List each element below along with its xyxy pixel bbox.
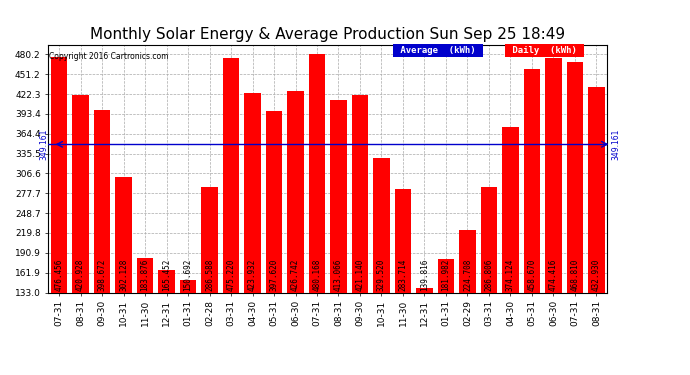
Text: 474.416: 474.416: [549, 259, 558, 291]
Bar: [244, 93, 261, 292]
Bar: [266, 111, 282, 292]
Text: 181.982: 181.982: [442, 259, 451, 291]
Bar: [567, 62, 583, 292]
Bar: [180, 280, 196, 292]
Text: 349.161: 349.161: [611, 129, 620, 160]
Text: 224.708: 224.708: [463, 259, 472, 291]
Text: 475.220: 475.220: [226, 259, 235, 291]
Text: 413.066: 413.066: [334, 259, 343, 291]
Text: Average  (kWh): Average (kWh): [395, 46, 481, 55]
Text: 420.928: 420.928: [76, 259, 85, 291]
Text: 139.816: 139.816: [420, 259, 429, 291]
Text: 329.520: 329.520: [377, 259, 386, 291]
Text: 349.161: 349.161: [39, 129, 48, 160]
Bar: [502, 127, 518, 292]
Bar: [223, 58, 239, 292]
Text: 432.930: 432.930: [592, 259, 601, 291]
Bar: [288, 91, 304, 292]
Bar: [460, 230, 475, 292]
Bar: [417, 288, 433, 292]
Bar: [137, 258, 153, 292]
Bar: [438, 259, 454, 292]
Bar: [524, 69, 540, 292]
Bar: [94, 110, 110, 292]
Text: 283.714: 283.714: [399, 259, 408, 291]
Bar: [159, 270, 175, 292]
Bar: [72, 95, 88, 292]
Bar: [545, 58, 562, 292]
Text: 458.670: 458.670: [527, 259, 536, 291]
Text: 165.452: 165.452: [162, 259, 171, 291]
Bar: [395, 189, 411, 292]
Bar: [352, 95, 368, 292]
Text: 423.932: 423.932: [248, 259, 257, 291]
Bar: [589, 87, 604, 292]
Text: 426.742: 426.742: [291, 259, 300, 291]
Text: 183.876: 183.876: [141, 259, 150, 291]
Text: 468.810: 468.810: [571, 259, 580, 291]
Text: 398.672: 398.672: [97, 259, 106, 291]
Text: 374.124: 374.124: [506, 259, 515, 291]
Bar: [115, 177, 132, 292]
Bar: [481, 187, 497, 292]
Bar: [331, 100, 346, 292]
Bar: [51, 57, 67, 292]
Text: 150.692: 150.692: [184, 259, 193, 291]
Text: 480.168: 480.168: [313, 259, 322, 291]
Text: 286.588: 286.588: [205, 259, 214, 291]
Text: 286.806: 286.806: [484, 259, 493, 291]
Bar: [309, 54, 325, 292]
Text: 302.128: 302.128: [119, 259, 128, 291]
Title: Monthly Solar Energy & Average Production Sun Sep 25 18:49: Monthly Solar Energy & Average Productio…: [90, 27, 565, 42]
Text: Daily  (kWh): Daily (kWh): [506, 46, 582, 55]
Bar: [201, 187, 217, 292]
Text: Copyright 2016 Cartronics.com: Copyright 2016 Cartronics.com: [49, 53, 168, 62]
Text: 476.456: 476.456: [55, 259, 63, 291]
Text: 421.140: 421.140: [355, 259, 364, 291]
Bar: [373, 158, 390, 292]
Text: 397.620: 397.620: [270, 259, 279, 291]
